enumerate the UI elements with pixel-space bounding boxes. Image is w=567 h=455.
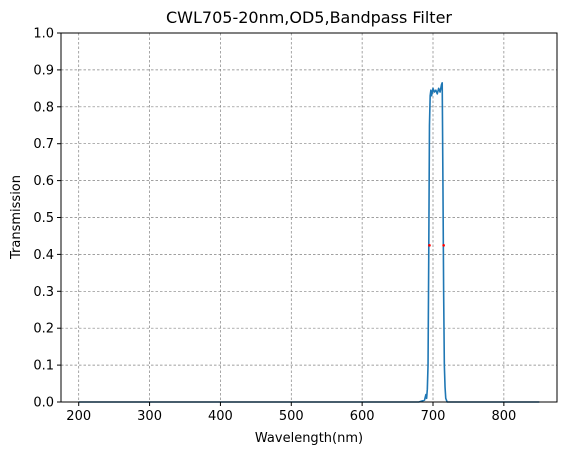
x-tick-label: 600 <box>350 409 375 424</box>
transmission-series-line <box>78 82 540 403</box>
y-tick-label: 0.6 <box>33 174 54 189</box>
y-tick-label: 0.2 <box>33 322 54 337</box>
x-tick-label: 500 <box>279 409 304 424</box>
chart-title: CWL705-20nm,OD5,Bandpass Filter <box>166 8 452 27</box>
y-tick-label: 0.9 <box>33 63 54 78</box>
y-tick-label: 0.7 <box>33 137 54 152</box>
x-tick-label: 800 <box>491 409 516 424</box>
x-tick-label: 400 <box>208 409 233 424</box>
y-tick-label: 0.0 <box>33 396 54 411</box>
y-tick-label: 0.3 <box>33 285 54 300</box>
fwhm-marker-point <box>428 244 431 247</box>
x-tick-label: 200 <box>66 409 91 424</box>
y-axis-label: Transmission <box>9 175 24 260</box>
y-tick-label: 0.5 <box>33 211 54 226</box>
y-tick-label: 0.1 <box>33 359 54 374</box>
x-ticks-layer: 200 300 400 500 600 700 800 <box>66 402 516 424</box>
x-axis-label: Wavelength(nm) <box>255 431 363 446</box>
grid-layer <box>61 32 557 403</box>
plot-layer <box>78 82 540 403</box>
fwhm-marker-point <box>442 244 445 247</box>
y-ticks-layer: 0.0 0.1 0.2 0.3 0.4 0.5 0.6 0.7 0.8 0.9 1.0 <box>33 27 61 411</box>
y-tick-label: 1.0 <box>33 27 54 42</box>
y-tick-label: 0.8 <box>33 100 54 115</box>
x-tick-label: 300 <box>137 409 162 424</box>
y-tick-label: 0.4 <box>33 248 54 263</box>
x-tick-label: 700 <box>421 409 446 424</box>
